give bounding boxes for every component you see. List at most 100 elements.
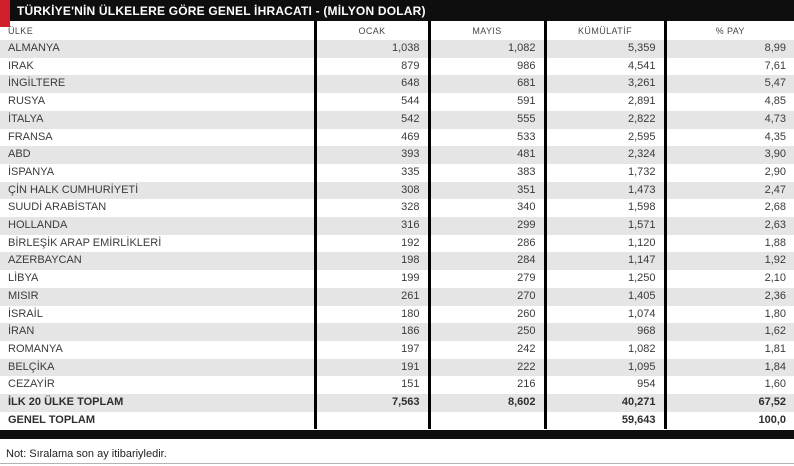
title-bar: TÜRKİYE'NİN ÜLKELERE GÖRE GENEL İHRACATI…	[0, 0, 794, 21]
value-cell: 2,10	[663, 270, 794, 288]
value-cell: 1,082	[543, 340, 665, 359]
value-cell: 1,80	[663, 305, 794, 324]
value-cell: 5,359	[543, 40, 665, 58]
value-cell: 284	[427, 252, 545, 271]
value-cell: 1,473	[543, 181, 665, 200]
value-cell: 1,095	[543, 358, 665, 377]
country-cell: İTALYA	[8, 112, 44, 125]
value-cell: 261	[313, 287, 429, 306]
value-cell: 3,261	[543, 75, 665, 94]
value-cell: 393	[313, 146, 429, 164]
value-cell: 308	[313, 181, 429, 200]
country-cell: MISIR	[8, 289, 39, 302]
value-cell: 1,147	[543, 252, 665, 271]
value-cell: 968	[543, 323, 665, 341]
value-cell: 2,47	[663, 181, 794, 200]
value-cell: 1,250	[543, 270, 665, 288]
table-row: LİBYA 199 279 1,250 2,10	[0, 270, 794, 288]
table-row: İRAN 186 250 968 1,62	[0, 323, 794, 341]
country-cell: İSPANYA	[8, 165, 55, 178]
country-cell: FRANSA	[8, 130, 53, 143]
value-cell: 1,598	[543, 199, 665, 218]
country-cell: ABD	[8, 148, 31, 161]
table-row: IRAK 879 986 4,541 7,61	[0, 57, 794, 76]
table-row: İTALYA 542 555 2,822 4,73	[0, 110, 794, 129]
value-cell: 216	[427, 376, 545, 395]
value-cell: 197	[313, 340, 429, 359]
country-cell: CEZAYİR	[8, 378, 55, 391]
table-row: MISIR 261 270 1,405 2,36	[0, 287, 794, 306]
table-row: ALMANYA 1,038 1,082 5,359 8,99	[0, 40, 794, 58]
value-cell: 954	[543, 376, 665, 395]
bottom-divider	[0, 463, 794, 464]
table-row: FRANSA 469 533 2,595 4,35	[0, 128, 794, 147]
value-cell: 1,92	[663, 252, 794, 271]
value-cell: 1,84	[663, 358, 794, 377]
table-row: BELÇİKA 191 222 1,095 1,84	[0, 358, 794, 377]
country-cell: İNGİLTERE	[8, 77, 66, 90]
value-cell: 4,35	[663, 128, 794, 147]
value-cell	[427, 411, 545, 430]
value-cell	[313, 411, 429, 430]
country-cell: RUSYA	[8, 95, 46, 108]
country-cell: HOLLANDA	[8, 219, 68, 232]
country-cell: ALMANYA	[8, 42, 60, 54]
value-cell: 250	[427, 323, 545, 341]
value-cell: 340	[427, 199, 545, 218]
country-cell: ROMANYA	[8, 342, 63, 355]
column-header-mayis: MAYIS	[427, 21, 545, 40]
value-cell: 1,81	[663, 340, 794, 359]
value-cell: 67,52	[663, 394, 794, 412]
value-cell: 222	[427, 358, 545, 377]
value-cell: 2,595	[543, 128, 665, 147]
value-cell: 100,0	[663, 411, 794, 430]
value-cell: 1,074	[543, 305, 665, 324]
value-cell: 2,68	[663, 199, 794, 218]
table-row: ROMANYA 197 242 1,082 1,81	[0, 340, 794, 359]
footnote: Not: Sıralama son ay itibariyledir.	[6, 448, 167, 460]
value-cell: 270	[427, 287, 545, 306]
value-cell: 186	[313, 323, 429, 341]
table-row: İSPANYA 335 383 1,732 2,90	[0, 163, 794, 182]
value-cell: 1,62	[663, 323, 794, 341]
table-row: İSRAİL 180 260 1,074 1,80	[0, 305, 794, 324]
header-row: ÜLKE OCAK MAYIS KÜMÜLATİF % PAY	[0, 21, 794, 40]
value-cell: 180	[313, 305, 429, 324]
value-cell: 591	[427, 93, 545, 111]
value-cell: 481	[427, 146, 545, 164]
value-cell: 8,99	[663, 40, 794, 58]
value-cell: 5,47	[663, 75, 794, 94]
value-cell: 7,61	[663, 57, 794, 76]
value-cell: 555	[427, 110, 545, 129]
table-row: HOLLANDA 316 299 1,571 2,63	[0, 217, 794, 235]
country-cell: IRAK	[8, 59, 34, 72]
value-cell: 681	[427, 75, 545, 94]
table-row: İNGİLTERE 648 681 3,261 5,47	[0, 75, 794, 94]
table-row: GENEL TOPLAM 59,643 100,0	[0, 411, 794, 430]
country-cell: GENEL TOPLAM	[8, 413, 95, 426]
table-row: SUUDİ ARABİSTAN 328 340 1,598 2,68	[0, 199, 794, 218]
table-row: İLK 20 ÜLKE TOPLAM 7,563 8,602 40,271 67,52	[0, 394, 794, 412]
value-cell: 1,88	[663, 234, 794, 253]
value-cell: 4,73	[663, 110, 794, 129]
value-cell: 1,405	[543, 287, 665, 306]
value-cell: 383	[427, 163, 545, 182]
column-header-kumulatif: KÜMÜLATİF	[543, 21, 665, 40]
column-header-ocak: OCAK	[313, 21, 429, 40]
table-row: ABD 393 481 2,324 3,90	[0, 146, 794, 164]
value-cell: 40,271	[543, 394, 665, 412]
value-cell: 151	[313, 376, 429, 395]
value-cell: 2,90	[663, 163, 794, 182]
value-cell: 328	[313, 199, 429, 218]
exports-table: ÜLKE OCAK MAYIS KÜMÜLATİF % PAY ALMANYA 1…	[0, 21, 794, 430]
value-cell: 192	[313, 234, 429, 253]
value-cell: 335	[313, 163, 429, 182]
value-cell: 59,643	[543, 411, 665, 430]
country-cell: İLK 20 ÜLKE TOPLAM	[8, 396, 124, 409]
value-cell: 542	[313, 110, 429, 129]
country-cell: SUUDİ ARABİSTAN	[8, 201, 107, 214]
red-accent-bar	[0, 0, 10, 27]
value-cell: 1,038	[313, 40, 429, 58]
value-cell: 7,563	[313, 394, 429, 412]
table-bottom-bar	[0, 430, 794, 439]
